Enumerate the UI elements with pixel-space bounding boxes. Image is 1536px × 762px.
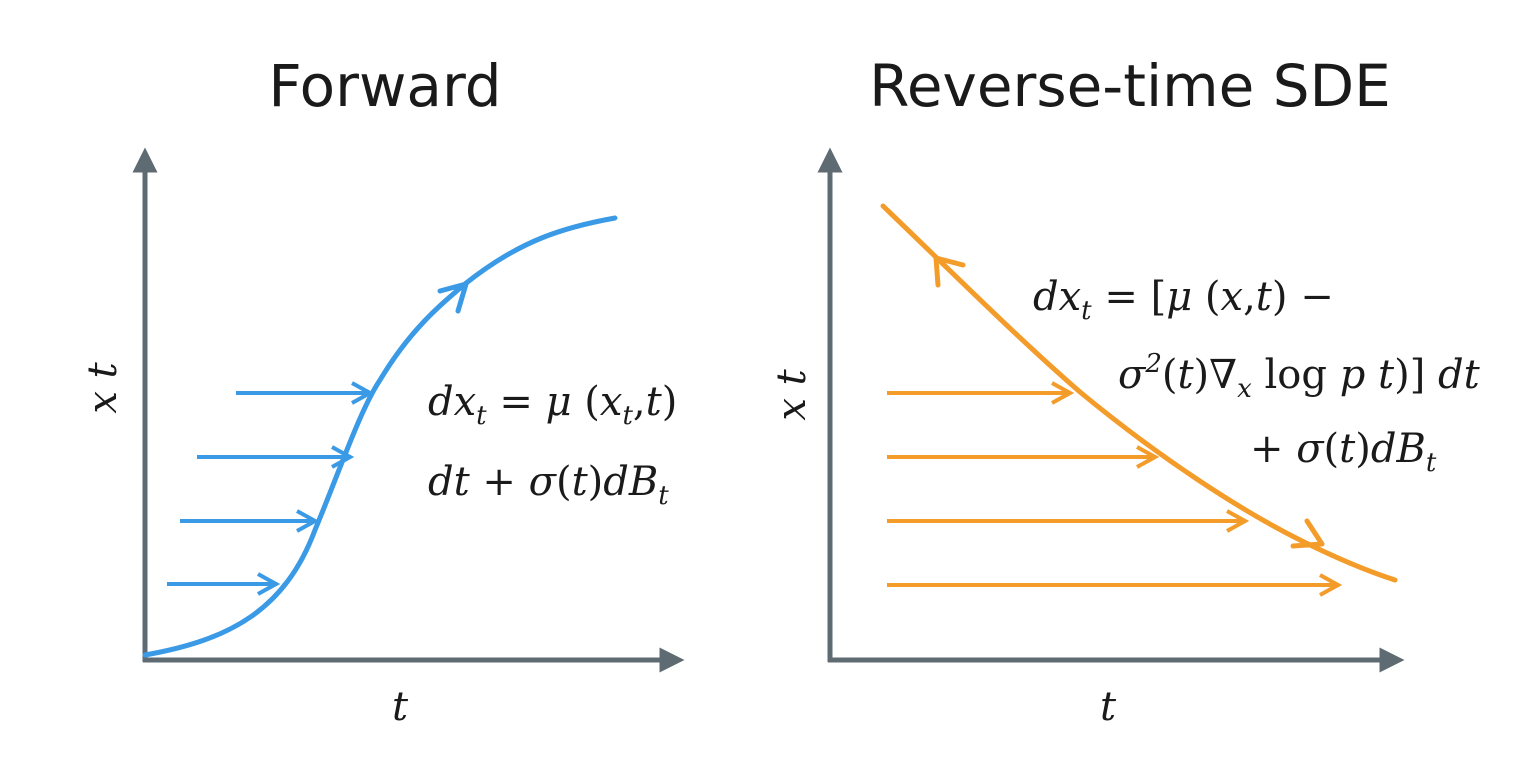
reverse-equation-line: dxt = [μ (x,t) −: [1033, 274, 1334, 326]
reverse-panel: Reverse-time SDE t x t dxt = [μ (x,t) − …: [769, 52, 1481, 730]
reverse-y-axis-label: x t: [769, 368, 815, 420]
reverse-curve-arrowhead: [1290, 518, 1325, 549]
reverse-curve-arrowhead: [933, 255, 966, 288]
forward-y-axis-label: x t: [80, 361, 126, 413]
forward-title: Forward: [268, 52, 501, 120]
reverse-equation-line: + σ(t)dBt: [1250, 426, 1437, 478]
reverse-trajectory-curve: [880, 203, 1398, 583]
reverse-equation-line: σ2(t)∇x log p t)] dt: [1118, 349, 1481, 404]
forward-curve-arrowhead: [437, 281, 469, 314]
reverse-equation: dxt = [μ (x,t) − σ2(t)∇x log p t)] dt + …: [1033, 274, 1481, 478]
forward-equation-line: dxt = μ (xt,t): [428, 379, 677, 431]
reverse-x-axis-label: t: [1100, 684, 1117, 730]
forward-x-axis-label: t: [392, 684, 409, 730]
forward-equation: dxt = μ (xt,t) dt + σ(t)dBt: [428, 379, 677, 511]
forward-trajectory-curve: [142, 215, 618, 658]
reverse-title: Reverse-time SDE: [869, 52, 1391, 120]
forward-panel: Forward t x t dxt = μ (xt,t) dt + σ(t)dB…: [80, 52, 685, 730]
forward-equation-line: dt + σ(t)dBt: [428, 459, 669, 511]
